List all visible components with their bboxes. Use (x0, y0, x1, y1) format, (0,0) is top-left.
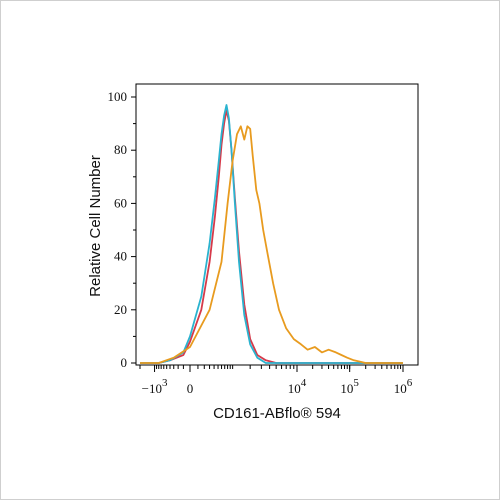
x-axis-title: CD161-ABflo® 594 (213, 405, 341, 422)
x-tick-label: 104 (288, 377, 307, 396)
x-tick-label: 0 (187, 381, 194, 396)
y-tick-label: 40 (114, 249, 127, 264)
x-tick-label: 105 (340, 377, 359, 396)
plot-area-border (135, 83, 419, 366)
y-tick-label: 100 (108, 89, 128, 104)
y-tick-label: 80 (114, 142, 127, 157)
histogram-series-2 (140, 104, 403, 364)
histogram-series-3 (140, 125, 403, 364)
x-tick-label: 106 (394, 377, 413, 396)
series-layer (140, 104, 403, 364)
y-tick-label: 60 (114, 195, 127, 210)
y-axis-title: Relative Cell Number (87, 155, 104, 297)
y-axis: 0 20 40 60 80 100 (108, 89, 136, 370)
x-tick-label: −103 (142, 377, 168, 396)
y-tick-label: 0 (121, 355, 128, 370)
y-tick-label: 20 (114, 302, 127, 317)
x-axis: −103 0 104 105 106 (139, 365, 413, 396)
histogram-series-1 (140, 109, 403, 364)
